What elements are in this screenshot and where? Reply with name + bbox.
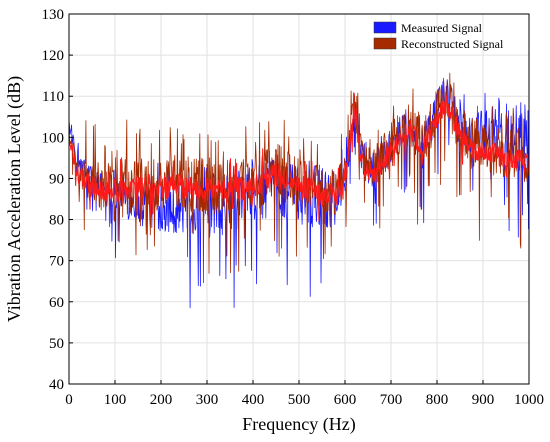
- x-axis-ticks: 0 100 200 300 400 500 600 700 800 900 1000: [65, 380, 544, 408]
- y-tick-label: 130: [42, 7, 65, 23]
- x-tick-label: 900: [472, 392, 495, 408]
- x-tick-label: 500: [288, 392, 311, 408]
- legend-label-reconstructed: Reconstructed Signal: [401, 37, 504, 51]
- legend-swatch-measured: [373, 21, 397, 34]
- y-tick-label: 90: [49, 171, 64, 187]
- x-tick-label: 300: [196, 392, 219, 408]
- series-reconstructed-signal-overlay: [68, 92, 530, 222]
- y-axis-label: Vibration Acceleration Level (dB): [4, 76, 25, 322]
- y-tick-label: 40: [49, 377, 64, 393]
- series-reconstructed-signal: [68, 72, 530, 284]
- y-tick-label: 80: [49, 213, 64, 229]
- x-tick-label: 100: [104, 392, 127, 408]
- y-tick-label: 60: [49, 295, 64, 311]
- legend: Measured Signal Reconstructed Signal: [373, 21, 504, 51]
- x-tick-label: 0: [65, 392, 73, 408]
- x-tick-label: 600: [334, 392, 357, 408]
- y-axis-ticks: 40 50 60 70 80 90 100 110 120 130: [42, 7, 73, 393]
- x-tick-label: 800: [426, 392, 449, 408]
- x-tick-label: 700: [380, 392, 403, 408]
- y-tick-label: 110: [42, 89, 64, 105]
- y-tick-label: 70: [49, 254, 64, 270]
- x-tick-label: 200: [150, 392, 173, 408]
- x-tick-label: 400: [242, 392, 265, 408]
- x-tick-label: 1000: [514, 392, 544, 408]
- y-tick-label: 50: [49, 336, 64, 352]
- y-tick-label: 100: [42, 130, 65, 146]
- y-tick-label: 120: [42, 48, 65, 64]
- legend-swatch-reconstructed: [373, 37, 397, 50]
- series-layer: [68, 72, 530, 309]
- x-axis-label: Frequency (Hz): [242, 414, 355, 435]
- legend-label-measured: Measured Signal: [401, 21, 483, 35]
